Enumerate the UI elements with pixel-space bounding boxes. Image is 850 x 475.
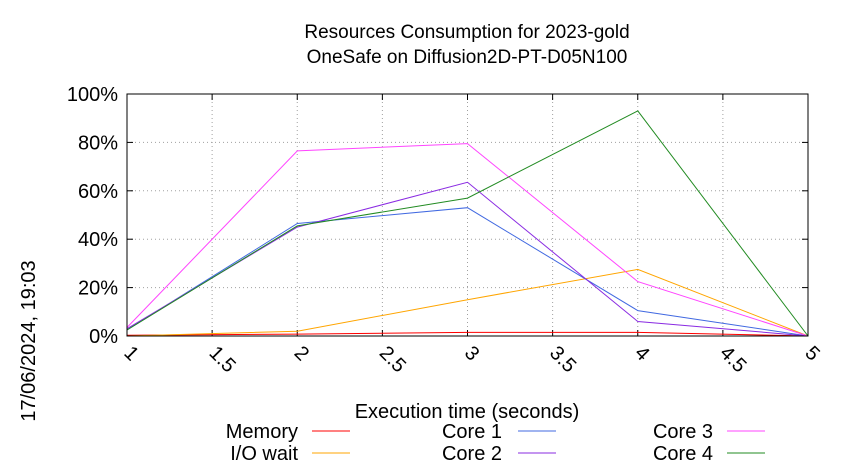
legend-label: Core 4 bbox=[653, 443, 713, 465]
x-tick-label: 1.5 bbox=[205, 342, 240, 377]
x-tick-label: 2 bbox=[290, 342, 313, 365]
series-line-core-3 bbox=[126, 143, 809, 337]
series-line-core-4 bbox=[126, 110, 809, 337]
series-lines bbox=[126, 110, 809, 337]
axis-ticks: 0% 20% 40% 60% 80% 100% 1 1.5 2 2.5 3 3.5 4 4.5 5 bbox=[67, 84, 824, 377]
y-tick-label: 60% bbox=[78, 181, 118, 203]
y-tick-label: 0% bbox=[89, 326, 118, 348]
timestamp: 17/06/2024, 19:03 bbox=[18, 260, 40, 421]
x-tick-label: 5 bbox=[800, 342, 823, 365]
plot-frame bbox=[126, 93, 809, 337]
y-tick-label: 40% bbox=[78, 229, 118, 251]
x-tick-label: 3.5 bbox=[545, 342, 580, 377]
chart-title: Resources Consumption for 2023-gold bbox=[304, 22, 629, 43]
series-line-core-2 bbox=[126, 181, 809, 337]
x-axis-label: Execution time (seconds) bbox=[355, 401, 580, 423]
x-tick-label: 3 bbox=[460, 342, 483, 365]
series-line-memory bbox=[126, 331, 809, 337]
x-tick-label: 4.5 bbox=[715, 342, 750, 377]
x-tick-label: 2.5 bbox=[375, 342, 410, 377]
y-tick-label: 20% bbox=[78, 278, 118, 300]
legend-label: Core 1 bbox=[442, 421, 502, 443]
series-line-i-o-wait bbox=[126, 268, 809, 337]
x-tick-label: 4 bbox=[630, 342, 653, 365]
y-tick-label: 100% bbox=[67, 84, 118, 106]
legend-label: I/O wait bbox=[230, 443, 298, 465]
legend-label: Core 3 bbox=[653, 421, 713, 443]
chart-subtitle: OneSafe on Diffusion2D-PT-D05N100 bbox=[307, 47, 628, 68]
y-tick-label: 80% bbox=[78, 132, 118, 154]
legend-label: Core 2 bbox=[442, 443, 502, 465]
x-tick-label: 1 bbox=[119, 342, 142, 365]
legend-label: Memory bbox=[226, 421, 298, 443]
series-line-core-1 bbox=[126, 207, 809, 337]
